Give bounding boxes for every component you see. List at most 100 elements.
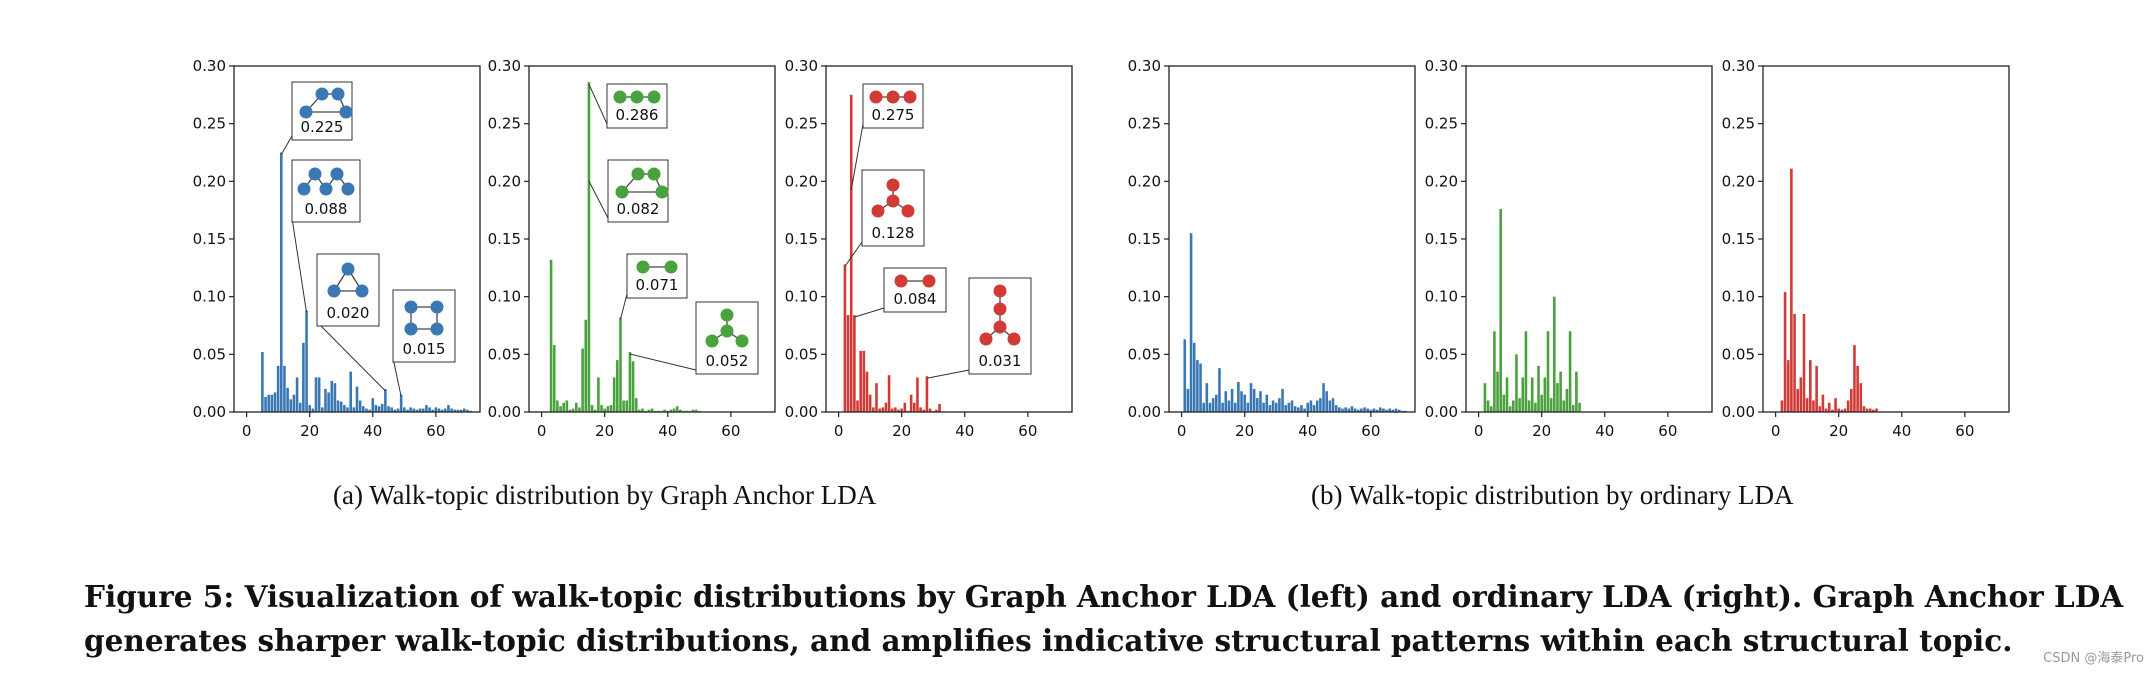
x-tick-label: 0 (242, 422, 252, 440)
figure-caption: Figure 5: Visualization of walk-topic di… (84, 579, 2124, 658)
x-tick-label: 40 (955, 422, 974, 440)
bar (1821, 394, 1825, 412)
y-tick-label: 0.15 (785, 230, 818, 248)
bar (1262, 402, 1265, 412)
annotation-value: 0.084 (894, 290, 937, 308)
motif-node (339, 105, 353, 119)
annotation-0.128: 0.128 (844, 169, 925, 267)
bar (1375, 409, 1379, 412)
bar (346, 407, 349, 412)
bar (1489, 406, 1493, 412)
bar (1578, 402, 1581, 412)
bar (1556, 383, 1559, 412)
bar (466, 409, 469, 412)
annotation-0.275: 0.275 (850, 83, 924, 191)
bar (619, 317, 622, 412)
bar (450, 408, 453, 412)
bar (894, 407, 897, 412)
bar (1527, 400, 1531, 412)
bar (456, 409, 460, 412)
annotation-value: 0.088 (305, 200, 348, 218)
y-tick-label: 0.10 (1128, 288, 1161, 306)
annotation-value: 0.015 (403, 340, 446, 358)
bar (1344, 407, 1347, 412)
bar (1397, 409, 1401, 412)
bar (1515, 354, 1518, 412)
bar (868, 394, 872, 412)
figure-chart-area: 0.00 0.05 0.10 0.15 0.20 0.25 0.30 0 20 40 60 0.225… (193, 57, 2010, 440)
y-tick-label: 0.30 (1722, 57, 1755, 75)
motif-node (331, 87, 345, 101)
y-tick-label: 0.00 (1425, 403, 1458, 421)
annotation-leader (629, 353, 697, 371)
annotation-leader (850, 123, 864, 191)
motif-node (319, 182, 333, 196)
bar (887, 375, 891, 412)
y-tick-label: 0.15 (1722, 230, 1755, 248)
bar (606, 406, 610, 412)
motif-node (647, 167, 661, 181)
motif-node (869, 90, 883, 104)
bar (311, 408, 315, 412)
motif-node (903, 90, 917, 104)
bar (625, 400, 629, 412)
bar (897, 409, 900, 412)
motif-node (315, 87, 329, 101)
annotation-value: 0.225 (301, 118, 344, 136)
bar (343, 405, 346, 412)
bar (587, 82, 591, 413)
y-tick-label: 0.10 (785, 288, 818, 306)
axes-frame (1465, 65, 1713, 413)
bar (890, 408, 894, 412)
panel-b-red: 0.00 0.05 0.10 0.15 0.20 0.25 0.30 0 20 40 60 (1722, 57, 2010, 440)
bar (1799, 377, 1803, 412)
bar (1325, 391, 1328, 412)
annotation-0.088: 0.088 (291, 159, 361, 313)
bar (872, 407, 875, 412)
x-tick-label: 20 (300, 422, 319, 440)
bar (1571, 405, 1575, 412)
bar (1394, 408, 1398, 412)
bar (1840, 409, 1844, 412)
bar (1559, 371, 1562, 412)
x-tick-label: 40 (1298, 422, 1317, 440)
panel-b-blue: 0.00 0.05 0.10 0.15 0.20 0.25 0.30 0 20 40 60 (1128, 57, 1416, 440)
bar (1862, 406, 1866, 412)
watermark: CSDN @海泰Pro (2043, 651, 2144, 666)
motif-node (308, 167, 322, 181)
bar (900, 408, 903, 412)
annotation-value: 0.128 (872, 224, 915, 242)
subcaption-a: (a) Walk-topic distribution by Graph Anc… (333, 480, 877, 510)
bar (1505, 377, 1509, 412)
y-tick-label: 0.20 (1128, 172, 1161, 190)
bar (597, 377, 600, 412)
bar (399, 394, 403, 412)
y-tick-label: 0.30 (1128, 57, 1161, 75)
bar (1356, 409, 1360, 412)
annotation-box (883, 267, 947, 313)
bar (1192, 342, 1196, 412)
motif-node (993, 320, 1007, 334)
motif-node (993, 302, 1007, 316)
bar (358, 400, 362, 412)
bar (663, 409, 666, 412)
bar (421, 408, 425, 412)
bar (434, 407, 438, 412)
annotation-leader (291, 217, 308, 313)
motif-node (430, 300, 444, 314)
bar (925, 376, 929, 412)
annotation-box (392, 289, 456, 363)
bar (549, 259, 553, 412)
x-tick-label: 0 (1177, 422, 1187, 440)
bar (368, 409, 371, 412)
bar (1530, 377, 1534, 412)
motif-node (330, 167, 344, 181)
bar (1837, 408, 1840, 412)
y-tick-label: 0.10 (488, 288, 521, 306)
motif-node (886, 90, 900, 104)
motif-node (404, 322, 418, 336)
bar (1562, 400, 1566, 412)
y-tick-label: 0.05 (1128, 345, 1161, 363)
bar (1537, 365, 1540, 412)
bar (264, 397, 267, 412)
